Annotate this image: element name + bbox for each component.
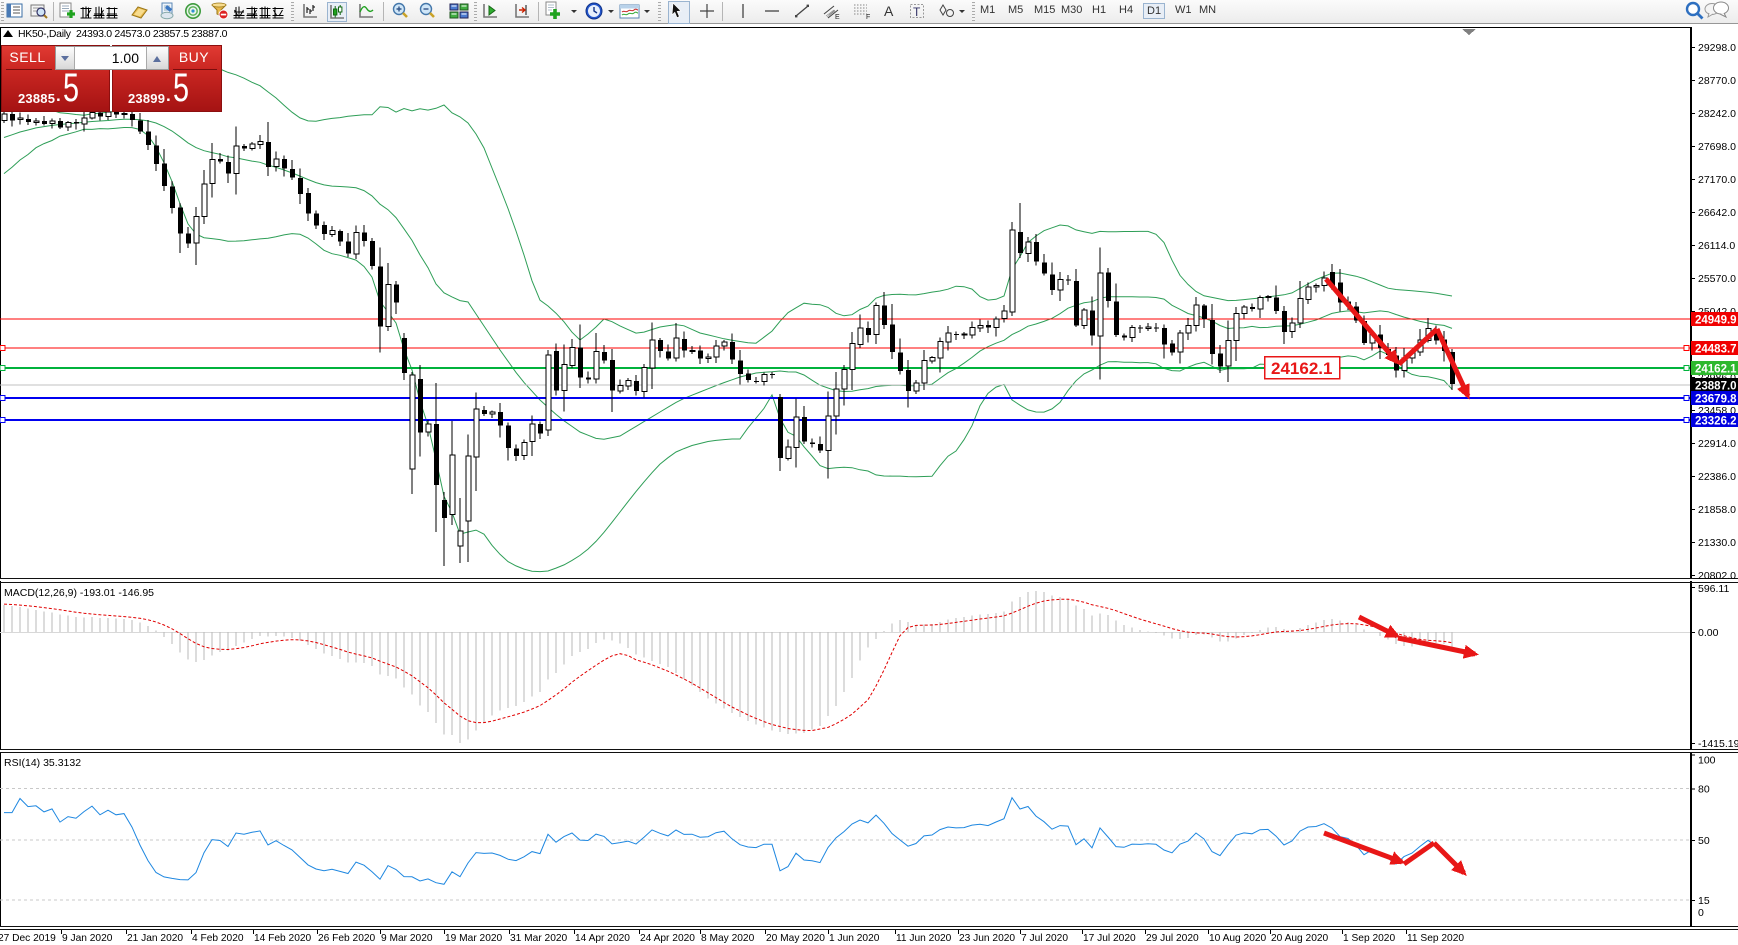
svg-text:27698.0: 27698.0	[1698, 141, 1736, 153]
svg-text:27170.0: 27170.0	[1698, 174, 1736, 186]
svg-text:14 Apr 2020: 14 Apr 2020	[575, 933, 630, 944]
svg-text:21330.0: 21330.0	[1698, 537, 1736, 549]
svg-text:T: T	[913, 5, 921, 19]
svg-text:26114.0: 26114.0	[1698, 240, 1735, 252]
svg-text:10 Aug 2020: 10 Aug 2020	[1209, 933, 1267, 944]
svg-text:7 Jul 2020: 7 Jul 2020	[1021, 933, 1068, 944]
svg-text:21858.0: 21858.0	[1698, 504, 1736, 516]
svg-text:E: E	[835, 14, 840, 20]
svg-text:31 Mar 2020: 31 Mar 2020	[510, 933, 568, 944]
svg-text:29298.0: 29298.0	[1698, 42, 1736, 54]
svg-text:28770.0: 28770.0	[1698, 75, 1736, 87]
svg-text:20 May 2020: 20 May 2020	[766, 933, 825, 944]
svg-text:25570.0: 25570.0	[1698, 273, 1736, 285]
svg-text:596.11: 596.11	[1698, 583, 1729, 595]
svg-text:1 Jun 2020: 1 Jun 2020	[829, 933, 880, 944]
svg-text:29 Jul 2020: 29 Jul 2020	[1146, 933, 1199, 944]
svg-text:26642.0: 26642.0	[1698, 207, 1736, 219]
svg-text:17 Jul 2020: 17 Jul 2020	[1083, 933, 1136, 944]
svg-text:20802.0: 20802.0	[1698, 570, 1736, 582]
svg-text:-1415.19: -1415.19	[1698, 738, 1738, 750]
svg-text:A: A	[884, 3, 894, 19]
svg-text:14 Feb 2020: 14 Feb 2020	[254, 933, 312, 944]
svg-text:9 Jan 2020: 9 Jan 2020	[62, 933, 113, 944]
svg-text:21 Jan 2020: 21 Jan 2020	[127, 933, 183, 944]
svg-text:1 Sep 2020: 1 Sep 2020	[1343, 933, 1395, 944]
svg-text:0.00: 0.00	[1698, 627, 1719, 639]
svg-text:0: 0	[1698, 907, 1704, 919]
svg-text:8 May 2020: 8 May 2020	[701, 933, 755, 944]
svg-text:28242.0: 28242.0	[1698, 108, 1736, 120]
svg-text:24162.1: 24162.1	[1271, 359, 1332, 378]
svg-text:23 Jun 2020: 23 Jun 2020	[959, 933, 1015, 944]
svg-text:MACD(12,26,9) -193.01 -146.95: MACD(12,26,9) -193.01 -146.95	[4, 587, 154, 599]
svg-text:9 Mar 2020: 9 Mar 2020	[381, 933, 433, 944]
svg-text:80: 80	[1698, 784, 1710, 796]
svg-text:F: F	[866, 14, 870, 20]
svg-text:22386.0: 22386.0	[1698, 471, 1736, 483]
svg-text:11 Sep 2020: 11 Sep 2020	[1407, 933, 1464, 944]
svg-text:24162.1: 24162.1	[1695, 364, 1737, 376]
svg-text:20 Aug 2020: 20 Aug 2020	[1271, 933, 1329, 944]
svg-text:24949.9: 24949.9	[1695, 314, 1737, 326]
svg-text:RSI(14) 35.3132: RSI(14) 35.3132	[4, 757, 81, 769]
svg-text:11 Jun 2020: 11 Jun 2020	[896, 933, 952, 944]
svg-text:50: 50	[1698, 835, 1710, 847]
svg-text:22914.0: 22914.0	[1698, 438, 1736, 450]
svg-text:26 Feb 2020: 26 Feb 2020	[318, 933, 376, 944]
svg-text:19 Mar 2020: 19 Mar 2020	[445, 933, 503, 944]
svg-text:23326.2: 23326.2	[1695, 416, 1737, 428]
svg-text:23887.0: 23887.0	[1695, 381, 1737, 393]
svg-text:24483.7: 24483.7	[1695, 343, 1737, 355]
svg-text:24 Apr 2020: 24 Apr 2020	[640, 933, 695, 944]
svg-text:4 Feb 2020: 4 Feb 2020	[192, 933, 244, 944]
svg-text:27 Dec 2019: 27 Dec 2019	[0, 933, 56, 944]
svg-text:100: 100	[1698, 754, 1716, 766]
svg-text:23679.8: 23679.8	[1695, 394, 1737, 406]
svg-text:15: 15	[1698, 895, 1710, 907]
